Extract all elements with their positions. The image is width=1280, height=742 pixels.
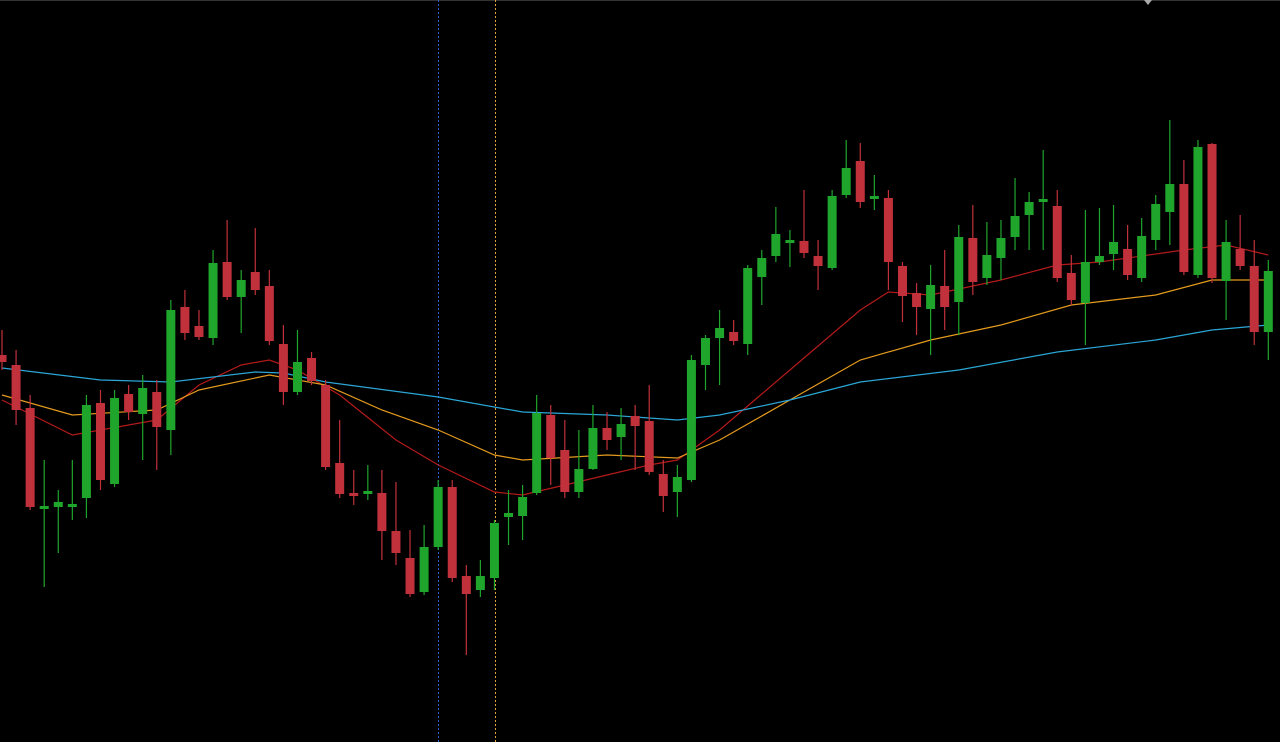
candle-body	[278, 344, 288, 392]
candle-body	[475, 576, 485, 590]
candle-body	[1038, 199, 1048, 202]
candle-body	[954, 237, 964, 302]
candle-body	[743, 268, 753, 344]
candle-body	[560, 450, 570, 492]
candle-body	[869, 196, 879, 199]
candle-body	[1137, 236, 1147, 278]
candle-body	[0, 355, 7, 362]
candle-body	[419, 547, 429, 592]
candle-body	[518, 497, 528, 516]
moving-average-line	[1, 279, 1269, 461]
candle-body	[799, 241, 809, 253]
candle-body	[292, 362, 302, 392]
candle-body	[827, 196, 837, 268]
candle-body	[461, 576, 471, 594]
candle-body	[996, 238, 1006, 258]
candle-body	[841, 168, 851, 195]
candle-body	[180, 307, 190, 333]
candle-body	[1165, 184, 1175, 212]
candle-body	[574, 469, 584, 492]
scroll-marker	[1144, 0, 1152, 5]
candle-body	[813, 256, 823, 266]
candle-body	[757, 258, 767, 277]
candle-body	[1109, 242, 1119, 254]
candle-body	[912, 293, 922, 307]
candle-body	[616, 424, 626, 437]
candle-body	[982, 255, 992, 278]
candle-body	[1193, 147, 1203, 275]
candle-body	[391, 531, 401, 553]
candle-body	[686, 360, 696, 480]
candle-body	[1249, 266, 1259, 332]
candle-body	[433, 487, 443, 547]
candle-body	[489, 523, 499, 578]
candle-body	[1179, 184, 1189, 272]
candle-body	[1207, 144, 1217, 278]
candle-body	[883, 198, 893, 262]
candle-body	[771, 234, 781, 256]
candle-body	[25, 408, 35, 507]
candle-body	[124, 394, 134, 412]
moving-average-line	[1, 244, 1269, 496]
candle-body	[447, 487, 457, 578]
candle-body	[1094, 256, 1104, 262]
candle-body	[940, 286, 950, 307]
candle-body	[110, 398, 120, 484]
candle-body	[644, 421, 654, 472]
candle-body	[968, 238, 978, 282]
candle-body	[222, 262, 232, 297]
candle-body	[363, 491, 373, 494]
candle-body	[11, 365, 21, 410]
candle-body	[236, 280, 246, 297]
candle-body	[729, 332, 739, 341]
candle-body	[1052, 206, 1062, 278]
candle-body	[250, 272, 260, 290]
candle-body	[377, 493, 387, 531]
candle-body	[53, 502, 63, 507]
candle-body	[1066, 273, 1076, 300]
candle-body	[701, 338, 710, 365]
candle-body	[138, 388, 148, 414]
candle-body	[926, 285, 936, 309]
candle-body	[1221, 242, 1231, 281]
candle-body	[785, 240, 795, 243]
candle-body	[166, 310, 176, 430]
candle-body	[349, 493, 359, 496]
candle-body	[1235, 249, 1245, 266]
candle-body	[1263, 271, 1273, 332]
candle-body	[208, 263, 218, 338]
candle-body	[264, 286, 274, 341]
candle-body	[532, 413, 542, 493]
candle-body	[1010, 216, 1020, 237]
candle-body	[630, 416, 640, 426]
candle-body	[152, 392, 162, 427]
candle-body	[504, 513, 514, 517]
candle-body	[67, 504, 77, 507]
candle-body	[81, 405, 91, 498]
candle-body	[194, 326, 204, 337]
candle-body	[307, 358, 317, 381]
candle-body	[672, 477, 682, 492]
candle-body	[321, 385, 331, 467]
candle-body	[658, 474, 668, 496]
candle-body	[588, 428, 598, 469]
candle-body	[1151, 204, 1161, 240]
candle-body	[1024, 202, 1034, 215]
candle-body	[95, 403, 105, 480]
candle-body	[1123, 249, 1133, 275]
candle-body	[602, 428, 612, 440]
candle-body	[715, 328, 725, 338]
candle-body	[405, 558, 415, 594]
candle-body	[855, 161, 865, 202]
candle-body	[1080, 262, 1090, 303]
candle-body	[897, 266, 907, 296]
moving-average-line	[1, 324, 1269, 421]
candle-body	[335, 463, 345, 494]
candle-body	[546, 415, 556, 458]
candle-body	[39, 506, 49, 509]
